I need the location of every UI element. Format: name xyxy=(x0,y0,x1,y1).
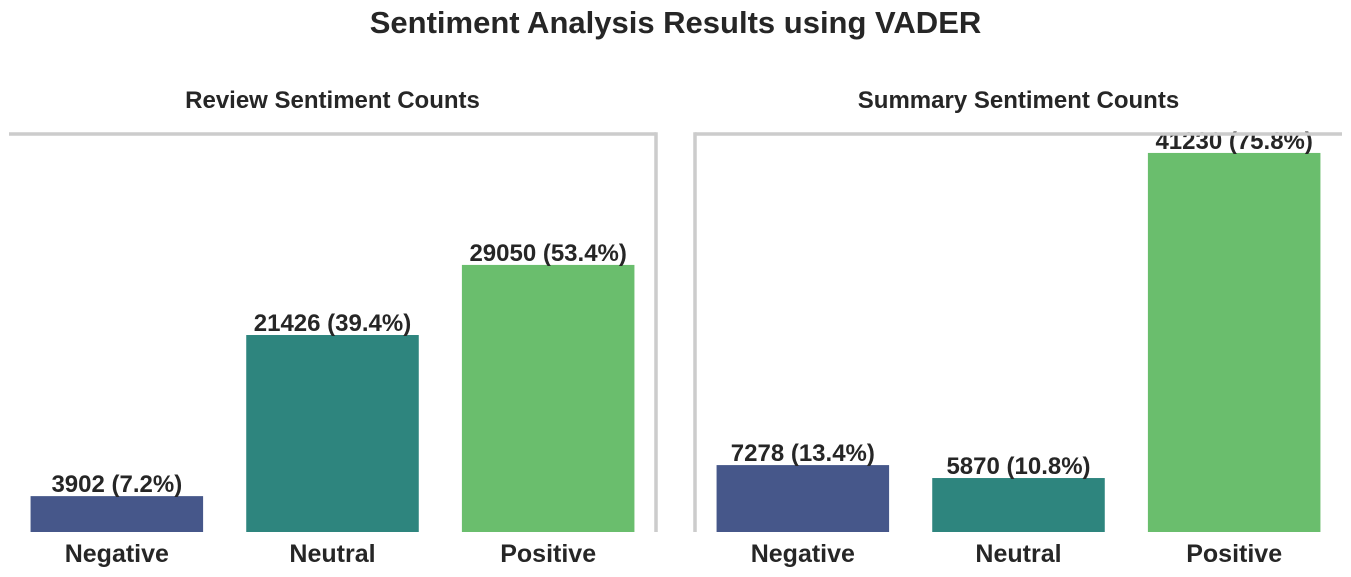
bar-neutral xyxy=(932,478,1105,532)
bar-value-label: 29050 (53.4%) xyxy=(469,240,626,267)
panel-title: Review Sentiment Counts xyxy=(185,87,480,114)
figure-title: Sentiment Analysis Results using VADER xyxy=(369,5,982,40)
panel-title: Summary Sentiment Counts xyxy=(858,87,1179,114)
summary-sentiment-chart: Summary Sentiment Counts 7278 (13.4%) Nega… xyxy=(693,87,1342,568)
bar-value-label: 21426 (39.4%) xyxy=(254,310,411,337)
bar-negative xyxy=(30,496,204,532)
bar-value-label: 41230 (75.8%) xyxy=(1155,128,1312,155)
bar-positive xyxy=(461,264,635,532)
x-tick-label: Negative xyxy=(751,540,855,568)
bar-negative xyxy=(716,465,890,532)
x-tick-label: Neutral xyxy=(975,540,1061,568)
bar-neutral xyxy=(246,335,419,532)
x-tick-label: Positive xyxy=(1186,540,1282,568)
x-tick-label: Negative xyxy=(65,540,169,568)
bar-value-label: 3902 (7.2%) xyxy=(51,471,182,498)
review-sentiment-chart: Review Sentiment Counts 3902 (7.2%) Negati… xyxy=(9,87,658,568)
bar-positive xyxy=(1147,152,1321,532)
bar-value-label: 5870 (10.8%) xyxy=(946,453,1090,480)
x-tick-label: Positive xyxy=(500,540,596,568)
x-tick-label: Neutral xyxy=(289,540,375,568)
bar-value-label: 7278 (13.4%) xyxy=(731,440,875,467)
